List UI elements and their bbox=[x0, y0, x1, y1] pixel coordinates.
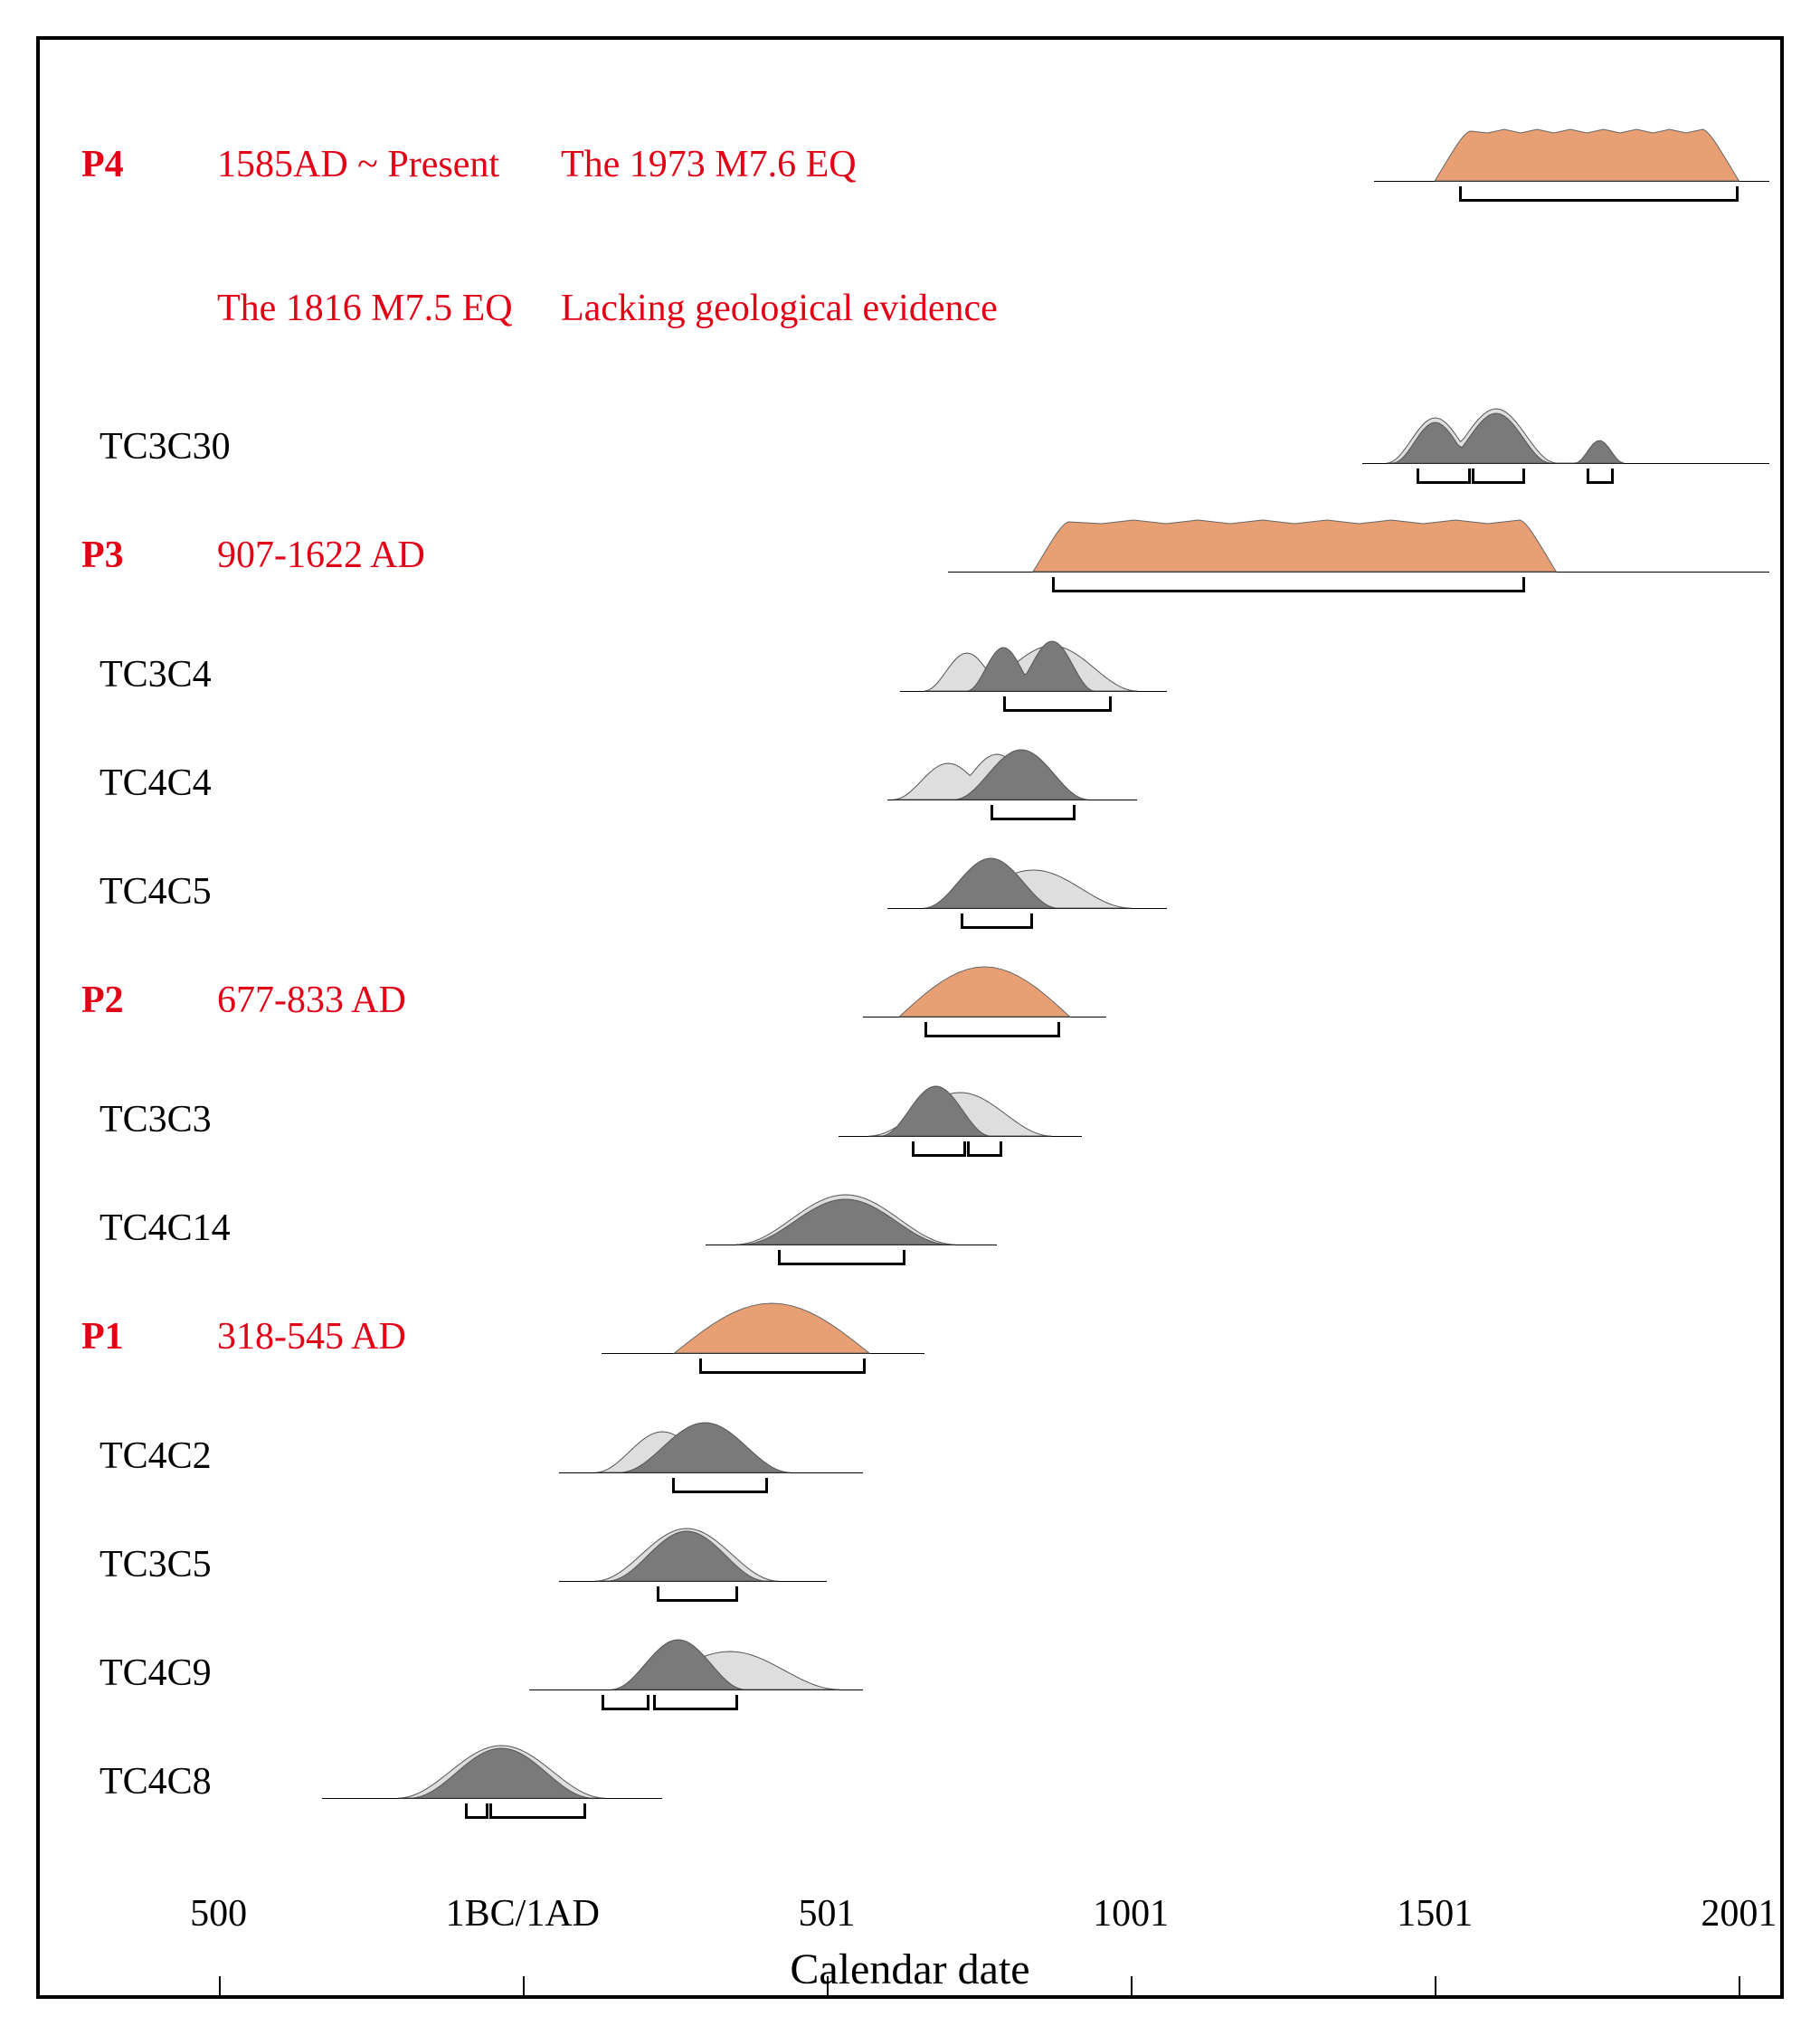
sample-label: TC4C4 bbox=[100, 762, 212, 805]
event-label: P4 bbox=[81, 143, 124, 186]
density-curve bbox=[541, 1510, 845, 1582]
range-bracket bbox=[924, 1022, 1061, 1037]
event-note: The 1973 M7.6 EQ bbox=[561, 143, 857, 186]
axis-tick-label: 1001 bbox=[1093, 1892, 1169, 1936]
axis-tick-label: 2001 bbox=[1701, 1892, 1777, 1936]
sample-label: TC4C14 bbox=[100, 1207, 231, 1250]
range-bracket bbox=[778, 1250, 905, 1265]
density-curve bbox=[687, 1173, 1016, 1245]
event-dates: 677-833 AD bbox=[217, 979, 406, 1022]
sample-label: TC3C4 bbox=[100, 653, 212, 696]
plot-area: P4 1585AD ~ Present The 1973 M7.6 EQ The 18… bbox=[36, 36, 1784, 1999]
axis-tick-label: 500 bbox=[190, 1892, 247, 1936]
range-bracket bbox=[465, 1803, 488, 1819]
density-curve bbox=[930, 500, 1787, 573]
sample-label: TC3C5 bbox=[100, 1543, 212, 1586]
sample-label: TC3C30 bbox=[100, 425, 231, 469]
density-curve bbox=[820, 1065, 1100, 1137]
range-bracket bbox=[1587, 469, 1614, 484]
density-curve bbox=[1344, 392, 1787, 464]
density-curve bbox=[869, 837, 1185, 909]
range-bracket bbox=[961, 913, 1033, 929]
sample-label: TC4C9 bbox=[100, 1652, 212, 1695]
density-curve bbox=[541, 1401, 881, 1473]
density-curve bbox=[882, 620, 1186, 692]
range-bracket bbox=[991, 805, 1075, 820]
range-bracket bbox=[1472, 469, 1526, 484]
note-text: The 1816 M7.5 EQ bbox=[217, 287, 513, 330]
range-bracket bbox=[967, 1141, 1003, 1157]
sample-label: TC4C5 bbox=[100, 870, 212, 913]
range-bracket bbox=[1417, 469, 1471, 484]
range-bracket bbox=[1003, 696, 1112, 712]
axis-tick-label: 1501 bbox=[1397, 1892, 1473, 1936]
density-curve bbox=[583, 1282, 942, 1354]
range-bracket bbox=[489, 1803, 586, 1819]
axis-tick-label: 1BC/1AD bbox=[446, 1892, 600, 1936]
event-dates: 907-1622 AD bbox=[217, 534, 425, 577]
range-bracket bbox=[653, 1695, 737, 1710]
sample-label: TC4C8 bbox=[100, 1760, 212, 1803]
range-bracket bbox=[657, 1586, 738, 1602]
event-dates: 318-545 AD bbox=[217, 1315, 406, 1358]
range-bracket bbox=[912, 1141, 966, 1157]
range-bracket bbox=[1052, 577, 1526, 592]
axis-tick bbox=[1739, 1976, 1740, 1999]
event-label: P1 bbox=[81, 1315, 124, 1358]
density-curve bbox=[304, 1727, 680, 1799]
range-bracket bbox=[602, 1695, 649, 1710]
note-text: Lacking geological evidence bbox=[561, 287, 998, 330]
event-label: P3 bbox=[81, 534, 124, 577]
event-label: P2 bbox=[81, 979, 124, 1022]
axis-tick bbox=[523, 1976, 525, 1999]
range-bracket bbox=[672, 1478, 769, 1493]
density-curve bbox=[511, 1618, 882, 1690]
sample-label: TC4C2 bbox=[100, 1434, 212, 1478]
sample-label: TC3C3 bbox=[100, 1098, 212, 1141]
event-dates: 1585AD ~ Present bbox=[217, 143, 499, 186]
density-curve bbox=[845, 945, 1124, 1018]
x-axis-title: Calendar date bbox=[790, 1945, 1029, 1994]
axis-tick bbox=[1435, 1976, 1436, 1999]
density-curve bbox=[1356, 109, 1787, 182]
density-curve bbox=[869, 728, 1155, 800]
range-bracket bbox=[1459, 186, 1739, 202]
axis-tick bbox=[1131, 1976, 1133, 1999]
axis-tick-label: 501 bbox=[798, 1892, 855, 1936]
axis-tick bbox=[219, 1976, 221, 1999]
chart-container: P4 1585AD ~ Present The 1973 M7.6 EQ The 18… bbox=[0, 0, 1820, 2035]
range-bracket bbox=[699, 1358, 866, 1374]
